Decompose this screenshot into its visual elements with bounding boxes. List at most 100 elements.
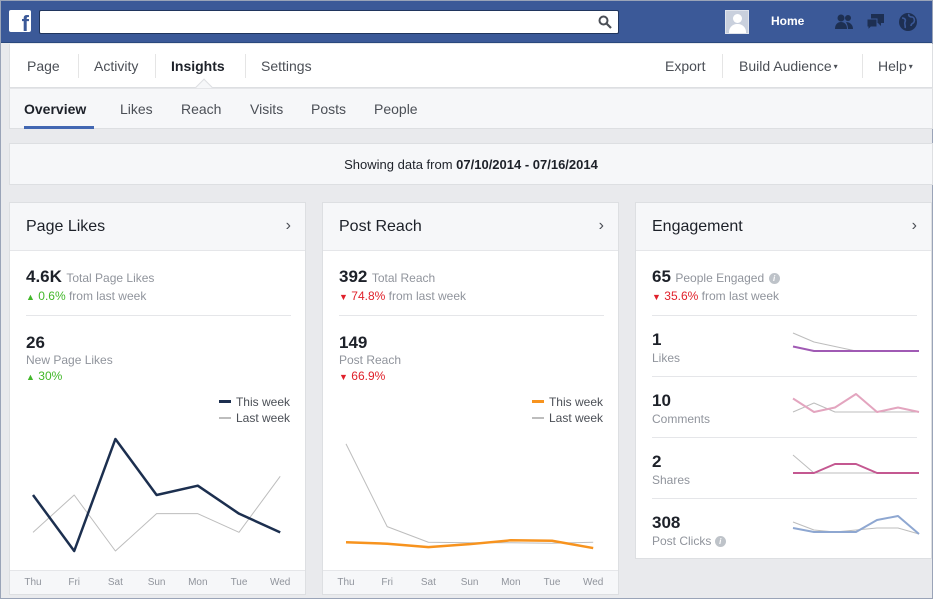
new-page-likes-value: 26 xyxy=(26,333,45,352)
notifications-globe-icon[interactable] xyxy=(897,11,919,33)
day-tick-label: Thu xyxy=(337,577,355,588)
date-range-value: 07/10/2014 - 07/16/2014 xyxy=(456,157,598,172)
search-icon[interactable] xyxy=(598,15,612,29)
day-tick-label: Tue xyxy=(543,577,561,588)
card-title: Post Reach xyxy=(339,218,422,235)
divider xyxy=(652,437,917,438)
day-tick-label: Sat xyxy=(420,577,436,588)
chevron-down-icon: ▾ xyxy=(908,62,913,71)
day-tick-label: Mon xyxy=(188,577,208,588)
down-arrow-icon: ▼ xyxy=(339,292,348,302)
this-week-sparkline xyxy=(792,345,919,352)
up-arrow-icon: ▲ xyxy=(26,372,35,382)
change-indicator: ▼ 74.8% from last week xyxy=(339,289,466,303)
nav-activity[interactable]: Activity xyxy=(94,58,139,74)
day-tick-label: Fri xyxy=(68,577,81,588)
card-header[interactable]: Post Reach › xyxy=(323,203,618,251)
nav-page[interactable]: Page xyxy=(27,58,60,74)
metric-value: 1 xyxy=(652,330,662,349)
build-audience-button[interactable]: Build Audience ▾ xyxy=(739,58,838,74)
people-engaged-label: People Engaged xyxy=(675,271,765,285)
up-arrow-icon: ▲ xyxy=(26,292,35,302)
profile-avatar[interactable] xyxy=(725,10,749,34)
divider xyxy=(339,315,604,316)
engagement-card: Engagement › 65 People Engaged i ▼ 35.6%… xyxy=(635,202,932,559)
card-title: Engagement xyxy=(652,218,743,235)
engagement-row-comments: 10 Comments xyxy=(652,391,920,452)
home-link[interactable]: Home xyxy=(771,14,805,28)
nav-divider xyxy=(155,54,156,78)
info-icon[interactable]: i xyxy=(714,536,726,547)
facebook-logo-icon[interactable]: f xyxy=(9,10,31,35)
messages-icon[interactable] xyxy=(865,11,887,33)
help-button[interactable]: Help ▾ xyxy=(878,58,913,74)
total-page-likes-label: Total Page Likes xyxy=(66,271,155,285)
legend-last-week: Last week xyxy=(531,411,603,425)
change-indicator: ▲ 30% xyxy=(26,369,63,383)
nav-settings[interactable]: Settings xyxy=(261,58,312,74)
down-arrow-icon: ▼ xyxy=(652,292,661,302)
friend-requests-icon[interactable] xyxy=(833,11,855,33)
post-reach-value: 149 xyxy=(339,333,368,352)
card-header[interactable]: Engagement › xyxy=(636,203,931,251)
tab-visits[interactable]: Visits xyxy=(250,101,284,117)
day-tick-label: Sun xyxy=(147,577,166,588)
day-tick-label: Tue xyxy=(230,577,248,588)
metric-label: Post Clicks i xyxy=(652,534,726,548)
tab-likes[interactable]: Likes xyxy=(120,101,153,117)
info-icon[interactable]: i xyxy=(768,273,780,284)
date-range-bar: Showing data from 07/10/2014 - 07/16/201… xyxy=(9,143,933,185)
post-clicks-sparkline xyxy=(792,515,920,535)
tab-people[interactable]: People xyxy=(374,101,418,117)
last-week-sparkline xyxy=(792,521,920,535)
post-reach-chart xyxy=(345,443,594,550)
day-tick-label: Wed xyxy=(269,577,291,588)
nav-divider xyxy=(245,54,246,78)
nav-divider xyxy=(78,54,79,78)
top-bar: f Home xyxy=(1,1,932,43)
metric-value: 2 xyxy=(652,452,662,471)
tab-overview[interactable]: Overview xyxy=(24,101,87,117)
down-arrow-icon: ▼ xyxy=(339,372,348,382)
total-reach-value: 392 xyxy=(339,267,368,286)
day-tick-label: Sun xyxy=(460,577,479,588)
this-week-sparkline xyxy=(792,515,920,535)
nav-insights[interactable]: Insights xyxy=(171,58,225,74)
export-button[interactable]: Export xyxy=(665,58,706,74)
active-tab-underline xyxy=(24,126,94,129)
metric-label: Shares xyxy=(652,473,691,487)
people-engaged-value: 65 xyxy=(652,267,671,286)
search-input[interactable] xyxy=(39,10,619,34)
this-week-line xyxy=(345,539,594,550)
divider xyxy=(652,315,917,316)
chevron-right-icon[interactable]: › xyxy=(598,217,604,234)
day-tick-label: Sat xyxy=(107,577,123,588)
page-likes-card: Page Likes › 4.6K Total Page Likes ▲ 0.6… xyxy=(9,202,306,595)
divider xyxy=(652,498,917,499)
tab-posts[interactable]: Posts xyxy=(311,101,347,117)
chevron-right-icon[interactable]: › xyxy=(911,217,917,234)
total-reach-label: Total Reach xyxy=(371,271,436,285)
card-title: Page Likes xyxy=(26,218,106,235)
last-week-line xyxy=(345,443,594,544)
legend-last-week: Last week xyxy=(218,411,290,425)
divider xyxy=(26,315,291,316)
last-week-sparkline xyxy=(792,402,919,413)
card-header[interactable]: Page Likes › xyxy=(10,203,305,251)
this-week-line xyxy=(31,437,281,553)
page-likes-chart xyxy=(31,437,281,553)
engagement-row-shares: 2 Shares xyxy=(652,452,919,513)
day-tick-label: Wed xyxy=(582,577,604,588)
legend-this-week: This week xyxy=(218,395,290,409)
day-axis: Thu Fri Sat Sun Mon Tue Wed xyxy=(323,570,618,594)
last-week-line xyxy=(32,476,281,552)
chevron-right-icon[interactable]: › xyxy=(285,217,291,234)
post-reach-card: Post Reach › 392 Total Reach ▼ 74.8% fro… xyxy=(322,202,619,595)
this-week-sparkline xyxy=(792,393,920,413)
change-indicator: ▼ 66.9% xyxy=(339,369,386,383)
day-tick-label: Fri xyxy=(381,577,394,588)
day-axis: Thu Fri Sat Sun Mon Tue Wed xyxy=(10,570,305,594)
change-indicator: ▼ 35.6% from last week xyxy=(652,289,779,303)
tab-reach[interactable]: Reach xyxy=(181,101,222,117)
nav-divider xyxy=(722,54,723,78)
